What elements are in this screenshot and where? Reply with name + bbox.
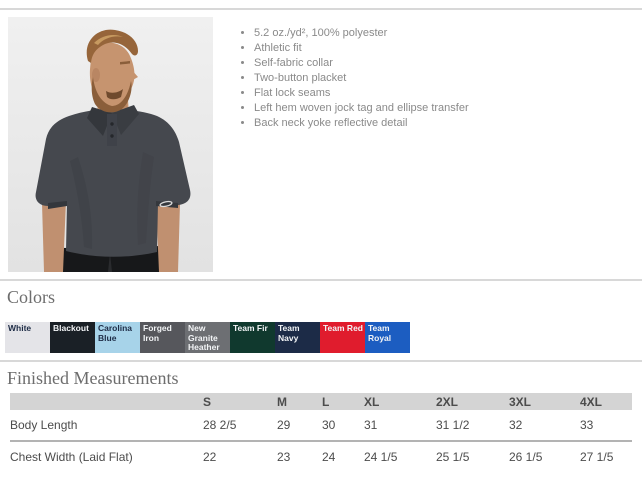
- swatch-label: Team Red: [323, 323, 363, 333]
- measurement-value: 33: [580, 418, 594, 432]
- color-swatch-blackout[interactable]: Blackout: [50, 322, 95, 353]
- measurement-value: 31: [364, 418, 378, 432]
- swatch-label: Carolina Blue: [98, 323, 133, 343]
- measurement-value: 25 1/5: [436, 450, 470, 464]
- color-swatch-white[interactable]: White: [5, 322, 50, 353]
- corner-header-cell: [10, 393, 203, 410]
- measurement-row: Chest Width (Laid Flat) 22 23 24 24 1/5 25 1/…: [10, 441, 632, 472]
- top-divider: [0, 8, 642, 10]
- model-in-polo-illustration: [8, 17, 213, 272]
- color-swatch-carolina-blue[interactable]: Carolina Blue: [95, 322, 140, 353]
- size-col-header: 2XL: [436, 393, 509, 410]
- color-swatch-team-navy[interactable]: Team Navy: [275, 322, 320, 353]
- color-swatch-team-royal[interactable]: Team Royal: [365, 322, 410, 353]
- measurement-value: 28 2/5: [203, 418, 237, 432]
- swatch-label: Blackout: [53, 323, 89, 333]
- measurement-value: 32: [509, 418, 523, 432]
- size-col-header: 4XL: [580, 393, 632, 410]
- measurement-value: 24: [322, 450, 336, 464]
- feature-item: Back neck yoke reflective detail: [254, 116, 469, 131]
- swatch-label: Team Fir: [233, 323, 268, 333]
- swatch-label: White: [8, 323, 32, 333]
- measurement-value: 23: [277, 450, 291, 464]
- size-col-header: 3XL: [509, 393, 580, 410]
- size-col-header: XL: [364, 393, 436, 410]
- measurements-divider: [0, 360, 642, 362]
- size-col-header: L: [322, 393, 364, 410]
- measurement-value: 31 1/2: [436, 418, 470, 432]
- size-col-header: S: [203, 393, 277, 410]
- measurement-row-label: Body Length: [10, 418, 78, 432]
- measurement-row-label: Chest Width (Laid Flat): [10, 450, 133, 464]
- size-header-row: S M L XL 2XL 3XL 4XL: [10, 393, 632, 410]
- swatch-label: Team Royal: [368, 323, 392, 343]
- measurement-value: 27 1/5: [580, 450, 614, 464]
- feature-list: 5.2 oz./yd², 100% polyesterAthletic fitS…: [241, 26, 469, 131]
- measurement-value: 24 1/5: [364, 450, 398, 464]
- feature-item: Two-button placket: [254, 71, 469, 86]
- product-photo: [8, 17, 213, 272]
- swatch-label: Team Navy: [278, 323, 300, 343]
- color-swatch-team-fir[interactable]: Team Fir: [230, 322, 275, 353]
- measurement-value: 22: [203, 450, 217, 464]
- swatch-label: New Granite Heather: [188, 323, 220, 352]
- feature-item: Left hem woven jock tag and ellipse tran…: [254, 101, 469, 116]
- color-swatch-forged-iron[interactable]: Forged Iron: [140, 322, 185, 353]
- measurement-value: 26 1/5: [509, 450, 543, 464]
- color-swatch-strip: White Blackout Carolina Blue Forged Iron New…: [5, 322, 642, 353]
- feature-item: Athletic fit: [254, 41, 469, 56]
- color-swatch-team-red[interactable]: Team Red: [320, 322, 365, 353]
- feature-item: 5.2 oz./yd², 100% polyester: [254, 26, 469, 41]
- feature-item: Flat lock seams: [254, 86, 469, 101]
- measurements-title: Finished Measurements: [7, 368, 179, 388]
- measurements-table: S M L XL 2XL 3XL 4XL Body Length 28 2/5 29 30 31 31…: [10, 393, 632, 472]
- size-col-header: M: [277, 393, 322, 410]
- measurement-row: Body Length 28 2/5 29 30 31 31 1/2 32 33: [10, 410, 632, 441]
- product-overview: 5.2 oz./yd², 100% polyesterAthletic fitS…: [0, 10, 642, 272]
- colors-title: Colors: [7, 287, 56, 307]
- feature-item: Self-fabric collar: [254, 56, 469, 71]
- color-swatch-new-granite-heather[interactable]: New Granite Heather: [185, 322, 230, 353]
- measurements-body: Body Length 28 2/5 29 30 31 31 1/2 32 33 Chest W…: [10, 410, 632, 472]
- colors-divider: [0, 279, 642, 281]
- measurement-value: 30: [322, 418, 336, 432]
- swatch-label: Forged Iron: [143, 323, 172, 343]
- measurement-value: 29: [277, 418, 291, 432]
